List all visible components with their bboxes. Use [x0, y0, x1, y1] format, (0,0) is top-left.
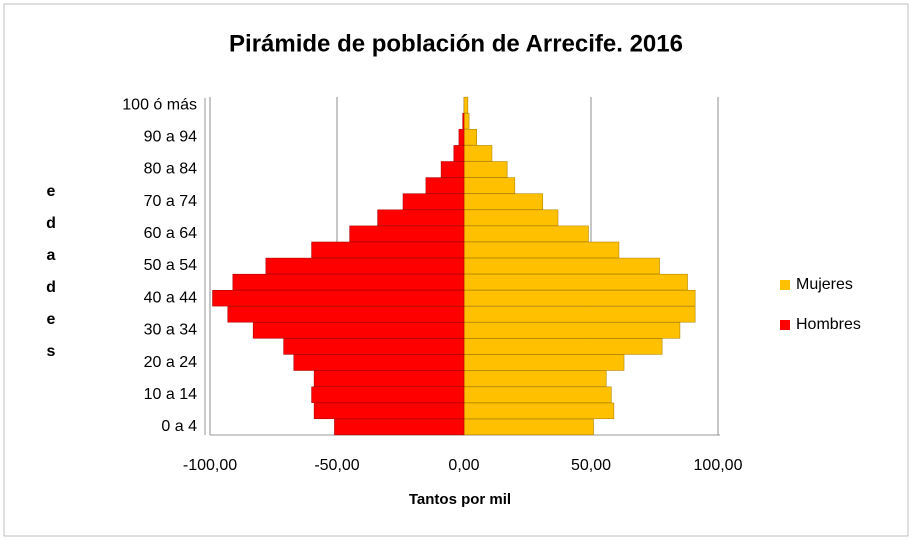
bar — [463, 161, 508, 178]
bar — [463, 112, 470, 130]
bar — [463, 209, 559, 226]
y-axis-title: edades — [46, 183, 56, 360]
bar — [293, 354, 465, 371]
bar — [463, 273, 688, 291]
x-tick-label: 0,00 — [448, 457, 479, 474]
bar — [349, 225, 465, 242]
bar — [232, 273, 465, 291]
bar — [463, 96, 469, 114]
bar — [463, 370, 607, 387]
legend-swatch — [780, 280, 790, 290]
legend-swatch — [780, 320, 790, 330]
y-tick-label: 30 a 34 — [144, 322, 197, 339]
y-tick-label: 50 a 54 — [144, 257, 197, 274]
bar — [463, 354, 625, 371]
bar — [313, 370, 465, 387]
bar — [212, 290, 465, 307]
y-tick-label: 0 a 4 — [161, 418, 197, 435]
bar — [402, 193, 465, 210]
bar — [227, 306, 465, 323]
bar — [463, 290, 696, 307]
bar — [463, 257, 660, 275]
bar — [453, 145, 465, 162]
bar — [463, 322, 681, 339]
bar — [463, 225, 589, 242]
bar — [311, 386, 465, 403]
bar — [265, 257, 465, 275]
bar — [334, 418, 465, 436]
y-tick-label: 60 a 64 — [144, 225, 197, 242]
bar — [463, 129, 477, 146]
bar — [463, 306, 696, 323]
x-tick-label: 100,00 — [694, 457, 743, 474]
x-tick-label: -100,00 — [183, 457, 237, 474]
legend-label: Mujeres — [796, 276, 853, 293]
bar — [463, 145, 493, 162]
bar — [377, 209, 465, 226]
y-tick-label: 10 a 14 — [144, 386, 197, 403]
x-tick-label: 50,00 — [571, 457, 611, 474]
bar — [252, 322, 465, 339]
bar — [458, 129, 465, 146]
y-tick-label: 90 a 94 — [144, 128, 197, 145]
bar — [463, 338, 663, 355]
x-tick-label: -50,00 — [314, 457, 359, 474]
bar — [463, 418, 594, 436]
y-tick-label: 100 ó más — [122, 96, 197, 113]
y-tick-label: 80 a 84 — [144, 161, 197, 178]
bar — [463, 177, 516, 194]
bar — [425, 177, 465, 194]
bar — [463, 193, 544, 210]
bar — [463, 402, 615, 420]
bar — [463, 241, 620, 259]
y-tick-label: 20 a 24 — [144, 354, 197, 371]
bar — [313, 402, 465, 420]
bar — [311, 241, 465, 259]
bar — [440, 161, 465, 178]
legend-label: Hombres — [796, 316, 861, 333]
x-axis-title: Tantos por mil — [409, 491, 511, 508]
bar — [462, 112, 465, 130]
y-tick-label: 70 a 74 — [144, 193, 197, 210]
bar — [463, 386, 612, 403]
chart-title: Pirámide de población de Arrecife. 2016 — [229, 30, 683, 57]
y-tick-label: 40 a 44 — [144, 289, 197, 306]
bar — [283, 338, 465, 355]
